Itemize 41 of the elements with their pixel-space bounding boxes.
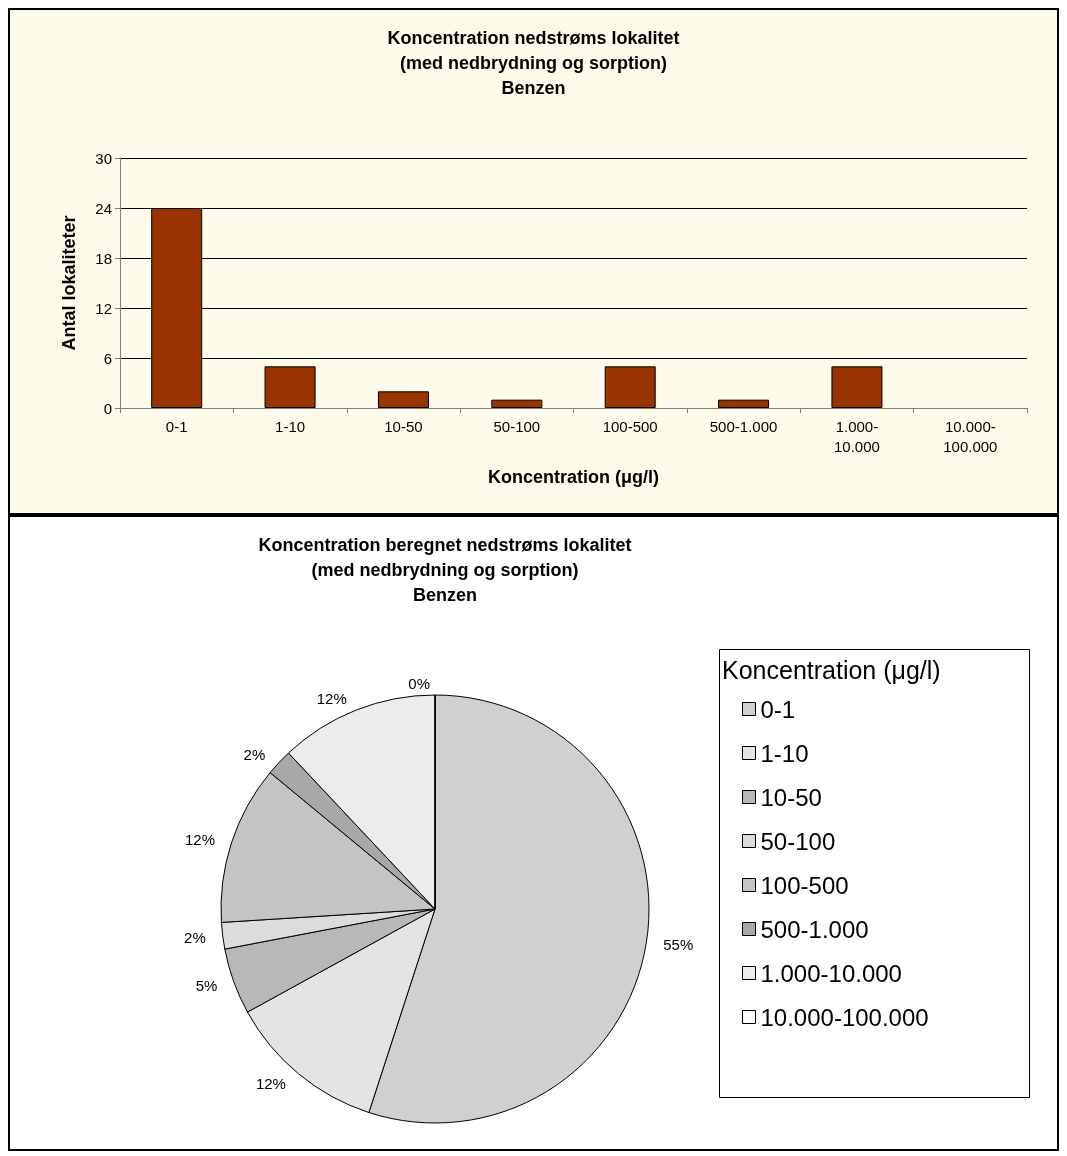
data-label: 2% [184,928,206,946]
x-tick-label: 1.000-10.000 [833,417,880,455]
legend-label: 1-10 [760,739,809,767]
x-tick-label: 100-500 [602,417,658,435]
bar [377,391,429,408]
y-tick-label: 12 [95,299,112,317]
data-label: 5% [195,977,218,995]
legend-label: 0-1 [760,695,796,723]
y-axis-title: Antal lokaliteter [59,215,79,351]
legend-title: Koncentration (μg/l) [722,655,941,684]
x-tick-label: 50-100 [493,417,541,435]
x-tick-label: 10.000-100.000 [943,417,998,455]
bar [718,399,770,408]
x-tick-label: 500-1.000 [709,417,778,435]
data-label: 55% [663,935,694,953]
legend-label: 10-50 [760,783,822,811]
legend-label: 10.000-100.000 [760,1003,929,1031]
bar [264,366,316,408]
data-label: 12% [185,830,216,848]
data-label: 12% [316,690,347,708]
chart-title: Koncentration nedstrøms lokalitet (med nedbrydning og sorption) Benzen [387,27,680,98]
legend-label: 1.000-10.000 [760,959,902,987]
y-tick-label: 6 [103,349,112,367]
y-tick-label: 0 [103,399,112,417]
text: 0% [408,674,430,692]
legend-label: 50-100 [760,827,836,855]
x-tick-label: 10-50 [384,417,423,435]
data-label: 2% [243,745,266,763]
bar [831,366,883,408]
x-tick-label: 0-1 [165,417,188,435]
x-axis-title: Koncentration (μg/l) [488,467,660,487]
data-label: 12% [255,1074,286,1092]
x-tick-label: 1-10 [275,417,306,435]
bar [604,366,656,408]
bar [491,399,543,408]
y-tick-label: 30 [95,149,112,167]
legend-label: 100-500 [760,871,849,899]
legend-label: 500-1.000 [760,915,869,943]
y-tick-label: 18 [95,249,112,267]
chart-title: Koncentration beregnet nedstrøms lokalitet (med nedbrydning og sorption) Benzen [258,534,632,605]
y-tick-label: 24 [95,199,112,217]
